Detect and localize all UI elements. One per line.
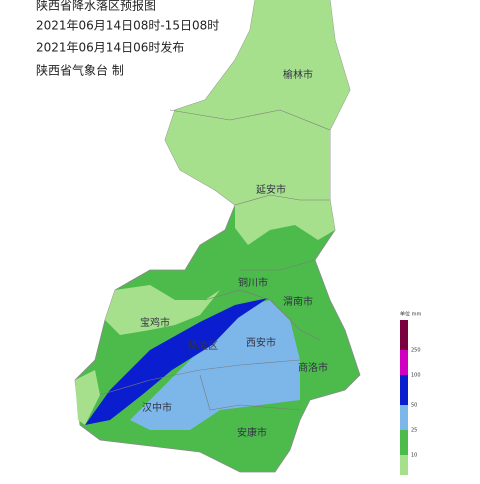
province-map (74, 0, 361, 473)
region-light (105, 285, 220, 335)
region-light (75, 370, 100, 425)
boundary (199, 374, 301, 411)
city-label: 汉中市 (142, 401, 172, 414)
city-labels: 榆林市 延安市 铜川市 渭南市 宝鸡市 杨凌区 西安市 商洛市 汉中市 安康市 (140, 68, 328, 439)
legend-swatch (400, 350, 408, 375)
legend-swatch (400, 320, 408, 350)
city-label: 榆林市 (283, 68, 313, 81)
legend-swatch (400, 375, 408, 405)
legend-swatch (400, 430, 408, 455)
boundary (169, 109, 331, 131)
city-label: 西安市 (246, 336, 276, 349)
city-label: 渭南市 (283, 295, 313, 308)
issuer: 陕西省气象台 制 (36, 63, 124, 78)
city-label: 商洛市 (298, 361, 328, 374)
period: 2021年06月14日08时-15日08时 (36, 19, 219, 33)
legend-swatch (400, 405, 408, 430)
city-label: 铜川市 (238, 276, 268, 289)
boundary (99, 359, 301, 396)
city-label: 安康市 (237, 426, 267, 439)
issued: 2021年06月14日06时发布 (36, 40, 184, 55)
legend-level: 10 (411, 453, 417, 459)
legend-level: 250 (411, 348, 421, 354)
boundary (204, 289, 321, 341)
region-heavy (130, 300, 300, 430)
legend-level: 100 (411, 373, 421, 379)
boundary (240, 259, 316, 271)
title: 陕西省降水落区预报图 (36, 0, 156, 13)
legend-swatch (400, 455, 408, 475)
legend-level: 50 (411, 403, 417, 409)
boundary (234, 194, 330, 206)
city-label: 宝鸡市 (140, 316, 170, 329)
legend-unit: 单位 mm (400, 311, 421, 318)
header: 陕西省降水落区预报图 2021年06月14日08时-15日08时 2021年06… (36, 0, 219, 78)
city-label: 延安市 (256, 183, 286, 196)
region-rainstorm (85, 298, 268, 425)
legend: 单位 mm 250 100 50 25 10 (400, 311, 421, 475)
legend-level: 25 (411, 428, 417, 434)
city-label: 杨凌区 (188, 339, 218, 352)
region-light (165, 0, 350, 245)
boundaries (99, 109, 331, 411)
